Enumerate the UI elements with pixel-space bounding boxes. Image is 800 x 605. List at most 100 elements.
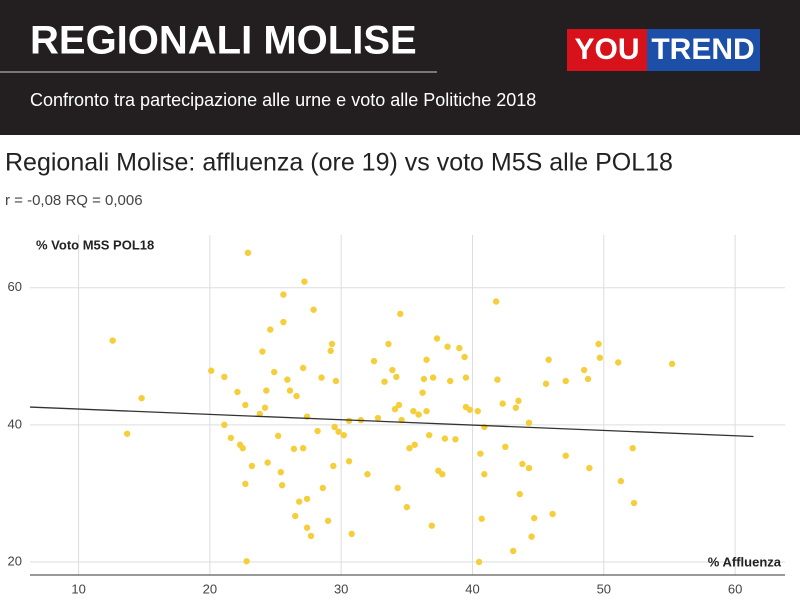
scatter-point [393, 373, 400, 381]
scatter-point [234, 388, 241, 396]
scatter-point [364, 471, 371, 478]
x-tick-label: 20 [203, 581, 217, 596]
scatter-point [221, 373, 228, 381]
scatter-point [423, 407, 430, 415]
scatter-point [292, 512, 299, 520]
scatter-point [528, 533, 535, 540]
scatter-point [428, 522, 435, 529]
scatter-point [267, 326, 274, 333]
chart-subtitle: r = -0,08 RQ = 0,006 [5, 192, 143, 209]
scatter-point [328, 340, 336, 348]
scatter-point [290, 445, 298, 453]
scatter-point [264, 459, 271, 466]
scatter-point [446, 377, 454, 385]
scatter-point [381, 378, 388, 385]
x-tick-label: 40 [465, 581, 479, 596]
scatter-point [510, 547, 517, 555]
scatter-point [519, 460, 526, 468]
scatter-point [461, 353, 468, 361]
scatter-point [293, 392, 300, 400]
scatter-point [516, 490, 523, 498]
scatter-point [239, 444, 246, 452]
scatter-point [420, 375, 428, 383]
scatter-point [394, 484, 401, 492]
scatter-point [248, 462, 256, 470]
scatter-point [433, 335, 441, 342]
scatter-point [331, 423, 338, 431]
scatter-point [303, 524, 311, 531]
scatter-point [242, 480, 249, 488]
scatter-point [586, 464, 593, 472]
scatter-point [335, 428, 342, 435]
scatter-point [512, 404, 520, 411]
scatter-point [286, 387, 294, 394]
scatter-point [499, 400, 506, 407]
scatter-point [385, 340, 392, 348]
chart-title: Regionali Molise: affluenza (ore 19) vs … [5, 149, 673, 177]
scatter-point [340, 431, 348, 439]
scatter-point [481, 471, 488, 478]
logo-right-box [647, 29, 760, 71]
scatter-point [259, 348, 266, 355]
y-tick-label: 20 [8, 553, 22, 568]
scatter-point [370, 357, 378, 365]
scatter-point [314, 427, 321, 435]
y-tick-label: 60 [8, 279, 22, 294]
scatter-point [452, 436, 459, 443]
scatter-point [425, 431, 433, 439]
scatter-point [395, 401, 403, 409]
scatter-point [327, 347, 334, 355]
y-tick-label: 40 [8, 416, 22, 431]
trend-line [29, 406, 754, 438]
scatter-point [596, 354, 604, 361]
scatter-point [415, 411, 422, 418]
scatter-point [242, 401, 249, 409]
scatter-point [549, 510, 556, 518]
scatter-point [208, 367, 215, 374]
scatter-point [397, 310, 404, 318]
scatter-point [545, 356, 552, 363]
x-tick-label: 50 [597, 581, 611, 596]
x-tick-label: 30 [334, 581, 348, 596]
scatter-point [542, 380, 550, 387]
scatter-point [261, 404, 269, 411]
scatter-point [462, 374, 470, 381]
scatter-point [348, 530, 355, 538]
scatter-point [562, 452, 569, 459]
scatter-point [481, 423, 488, 431]
scatter-point [318, 374, 325, 381]
scatter-point [477, 450, 484, 457]
logo-left: YOU [574, 33, 639, 66]
scatter-point [319, 484, 327, 492]
scatter-point [444, 343, 451, 350]
scatter-point [615, 359, 622, 366]
scatter-point [391, 405, 399, 413]
scatter-point [280, 291, 287, 298]
scatter-point [584, 375, 592, 383]
scatter-point [668, 360, 676, 368]
scatter-point [109, 337, 116, 344]
scatter-point [494, 376, 501, 383]
scatter-point [429, 374, 437, 381]
scatter-point [244, 249, 252, 257]
scatter-point [299, 364, 307, 372]
y-axis-label: % Voto M5S POL18 [36, 237, 154, 252]
scatter-point [345, 458, 353, 465]
scatter-point [301, 278, 308, 285]
scatter-point [456, 344, 463, 352]
scatter-point [274, 432, 282, 440]
x-tick-label: 60 [728, 581, 742, 596]
scatter-point [303, 495, 311, 503]
scatter-point [525, 419, 533, 427]
scatter-point [374, 414, 382, 422]
scatter-point [299, 444, 307, 452]
header-subtitle: Confronto tra partecipazione alle urne e… [30, 90, 536, 110]
scatter-point [280, 318, 287, 326]
scatter-point [310, 306, 317, 313]
scatter-point [271, 368, 278, 376]
scatter-point [419, 389, 426, 396]
scatter-point [243, 558, 250, 565]
scatter-point [515, 397, 522, 405]
